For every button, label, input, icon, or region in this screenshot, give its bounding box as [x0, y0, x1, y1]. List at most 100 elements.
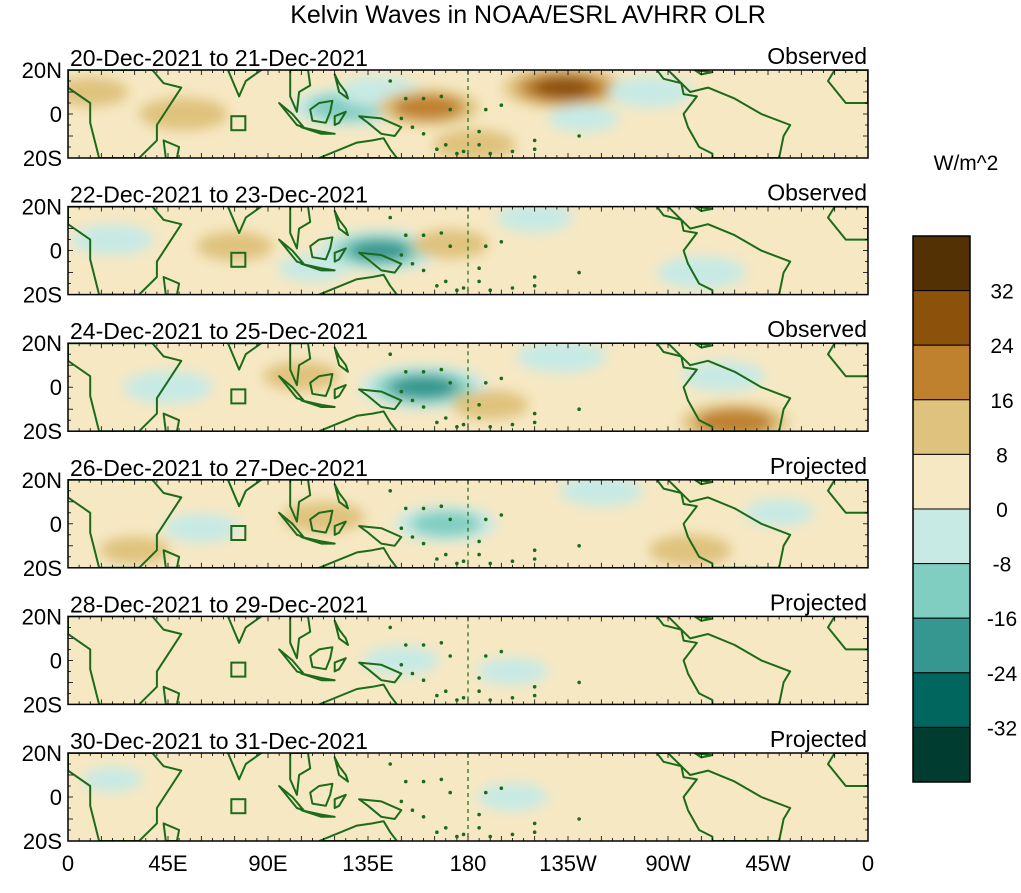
anomaly-contour [433, 129, 516, 158]
island-dot [477, 539, 481, 544]
island-dot [448, 381, 453, 385]
island-dot [421, 779, 426, 784]
island-dot [499, 103, 504, 107]
land-outline [68, 616, 183, 705]
island-dot [421, 233, 426, 237]
x-tick-label: 0 [62, 851, 74, 876]
land-outline [333, 346, 349, 373]
land-outline [68, 206, 183, 295]
island-dot [410, 262, 415, 266]
island-dot [388, 489, 393, 493]
land-outline [162, 549, 181, 568]
anomaly-contour [516, 343, 606, 373]
land-outline [333, 73, 349, 100]
land-outline [227, 70, 263, 98]
land-outline [289, 753, 312, 796]
land-outline [309, 782, 334, 807]
island-dot [410, 671, 415, 676]
island-dot [443, 552, 448, 557]
colorbar-tick-label: 32 [990, 281, 1013, 304]
land-outline [827, 343, 868, 378]
island-dot [499, 513, 504, 517]
land-outline [68, 753, 183, 841]
land-outline [318, 137, 398, 158]
land-outline [318, 547, 398, 568]
land-outline [68, 343, 183, 432]
island-dot [577, 817, 581, 821]
island-dot [435, 284, 439, 288]
island-dot [499, 240, 504, 244]
land-outline [827, 753, 868, 787]
land-outline [693, 753, 714, 759]
land-outline [358, 525, 403, 547]
island-dot [448, 654, 453, 658]
anomaly-field [126, 625, 767, 686]
island-dot [439, 367, 444, 372]
island-dot [532, 830, 537, 834]
land-outline [358, 251, 403, 274]
anomaly-contour [214, 396, 278, 422]
island-dot [477, 676, 481, 680]
island-dot [455, 425, 459, 429]
anomaly-contour [477, 783, 548, 811]
land-outline [827, 616, 868, 651]
x-tick-label: 0 [862, 851, 874, 876]
island-dot [435, 147, 439, 151]
island-dot [399, 663, 404, 667]
island-dot [410, 808, 415, 812]
island-dot [483, 381, 488, 385]
anomaly-contour [744, 499, 814, 527]
island-dot [532, 284, 537, 288]
island-dot [421, 132, 426, 136]
island-dot [403, 643, 408, 647]
anomaly-contour [703, 658, 767, 685]
land-outline [162, 822, 181, 841]
land-outline [333, 483, 349, 510]
island-dot [577, 270, 581, 275]
island-dot [455, 834, 459, 839]
land-outline [309, 373, 334, 397]
land-outline [655, 753, 792, 841]
colorbar-swatch [912, 344, 971, 401]
anomaly-contour [196, 231, 273, 261]
island-dot [510, 422, 515, 427]
panels-group: 20N 0 20S 20-Dec-2021 to 21-Dec-2021 Observe… [22, 43, 869, 854]
land-outline [333, 247, 347, 263]
colorbar-swatch [912, 235, 971, 292]
island-dot [421, 268, 426, 273]
land-outline [655, 70, 792, 158]
island-dot [421, 541, 426, 546]
y-tick-label: 0 [50, 102, 62, 127]
panel-date-label: 28-Dec-2021 to 29-Dec-2021 [70, 591, 368, 617]
land-outline [333, 210, 349, 237]
colorbar-tick-label: -24 [987, 663, 1018, 686]
panel-date-label: 24-Dec-2021 to 25-Dec-2021 [70, 318, 368, 344]
y-tick-label: 20S [23, 829, 62, 854]
x-tick-label: 180 [450, 851, 487, 876]
land-outline [300, 672, 336, 682]
island-dot [448, 244, 453, 248]
land-outline [693, 206, 714, 212]
island-dot [448, 790, 453, 795]
land-outline [300, 399, 336, 408]
panel-date-label: 26-Dec-2021 to 27-Dec-2021 [70, 455, 368, 481]
land-outline [309, 646, 334, 671]
anomaly-contour [591, 636, 656, 663]
island-dot [483, 790, 488, 795]
island-dot [461, 696, 466, 700]
colorbar-swatch [912, 672, 971, 728]
panel-status-label: Observed [767, 316, 867, 342]
colorbar-swatch [912, 726, 971, 783]
y-tick-label: 20N [22, 58, 62, 83]
anomaly-contour [649, 534, 732, 566]
land-outline [358, 388, 403, 411]
island-dot [410, 398, 415, 403]
anomaly-field [123, 343, 789, 432]
chart-title: Kelvin Waves in NOAA/ESRL AVHRR OLR [290, 1, 766, 29]
colorbar-swatch [912, 399, 971, 455]
island-dot [455, 698, 459, 702]
anomaly-contour [412, 229, 489, 259]
island-dot [421, 815, 426, 819]
land-outline [300, 536, 336, 545]
island-dot [488, 834, 493, 839]
